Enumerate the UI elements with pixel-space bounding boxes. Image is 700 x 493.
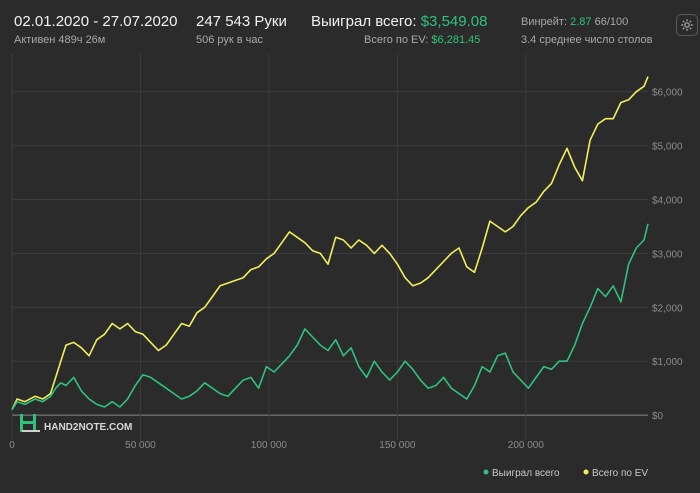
chart-legend: Выиграл всего Всего по EV (483, 468, 648, 479)
ev-total: Всего по EV: $6,281.45 (364, 34, 480, 46)
legend-label: Выиграл всего (492, 468, 560, 479)
y-axis-labels: $0 $1,000 $2,000 $3,000 $4,000 $5,000 $6,000 (652, 88, 683, 422)
won-label: Выиграл всего: (311, 13, 417, 30)
legend-marker (583, 469, 589, 475)
series-line-0 (11, 223, 649, 411)
series-line-1 (11, 76, 649, 411)
x-tick-label: 100 000 (251, 440, 288, 451)
y-tick-label: $6,000 (652, 88, 683, 99)
winnings-chart: $0 $1,000 $2,000 $3,000 $4,000 $5,000 $6,000 0… (9, 54, 683, 479)
watermark: HAND2NOTE.COM (20, 414, 132, 433)
y-tick-label: $5,000 (652, 142, 683, 153)
ev-label: Всего по EV: (364, 34, 429, 46)
y-tick-label: $2,000 (652, 303, 683, 314)
y-tick-label: $0 (652, 411, 664, 422)
hands-count: 247 543 Руки (196, 13, 287, 30)
y-tick-label: $3,000 (652, 249, 683, 260)
hands-per-hour: 506 рук в час (196, 34, 264, 46)
won-value: $3,549.08 (420, 13, 488, 30)
ev-value: $6,281.45 (431, 34, 481, 46)
legend-label: Всего по EV (592, 468, 648, 479)
legend-marker (483, 469, 489, 475)
winrate: Винрейт: 2.87 66/100 (521, 16, 628, 28)
x-tick-label: 0 (9, 440, 15, 451)
chart-lines (11, 76, 649, 411)
x-axis-labels: 0 50 000 100 000 150 000 200 000 (9, 440, 544, 451)
header: 02.01.2020 - 27.07.2020 Активен 489ч 26м… (0, 0, 700, 52)
date-range[interactable]: 02.01.2020 - 27.07.2020 (14, 13, 178, 30)
x-tick-label: 200 000 (508, 440, 545, 451)
gear-icon (681, 19, 693, 31)
x-tick-label: 50 000 (125, 440, 156, 451)
y-tick-label: $4,000 (652, 196, 683, 207)
winrate-suffix: 66/100 (594, 16, 629, 28)
avg-tables: 3.4 среднее число столов (521, 34, 653, 46)
chart-grid (11, 54, 648, 440)
y-tick-label: $1,000 (652, 357, 683, 368)
active-time: Активен 489ч 26м (14, 34, 106, 46)
x-tick-label: 150 000 (379, 440, 416, 451)
winrate-value: 2.87 (570, 16, 592, 28)
watermark-text: HAND2NOTE.COM (44, 422, 132, 433)
winrate-label: Винрейт: (521, 16, 568, 28)
settings-button[interactable] (676, 14, 698, 36)
hand2note-logo-icon (20, 414, 40, 432)
won-total: Выиграл всего: $3,549.08 (311, 13, 487, 30)
